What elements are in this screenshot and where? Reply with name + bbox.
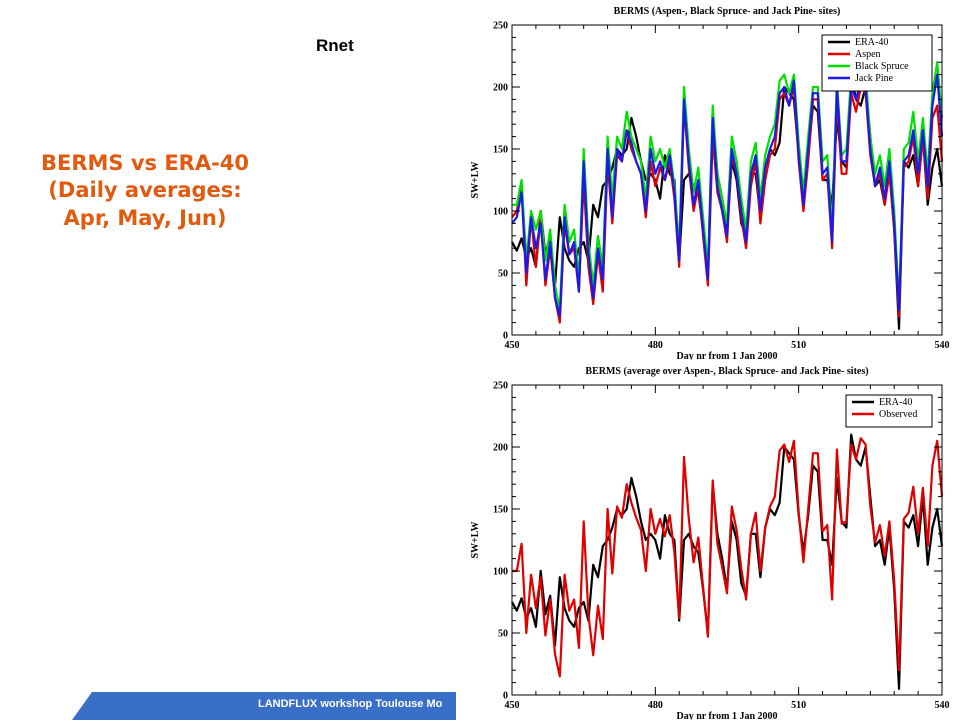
- chart1-legend-label: ERA-40: [855, 37, 888, 48]
- chart2-series-line-era-40: [511, 433, 944, 690]
- chart1-title: BERMS (Aspen-, Black Spruce- and Jack Pi…: [614, 6, 841, 17]
- chart2-xtick-label: 480: [648, 700, 663, 711]
- chart1-ytick-label: 200: [493, 83, 508, 94]
- chart-sites-svg: BERMS (Aspen-, Black Spruce- and Jack Pi…: [470, 6, 950, 362]
- slide-title-line-3: Apr, May, Jun): [63, 205, 227, 230]
- chart1-ylabel: SW+LW: [470, 161, 481, 198]
- slide-title-line-1: BERMS vs ERA-40: [40, 151, 250, 175]
- chart1-legend-box: [821, 34, 933, 92]
- chart2-ylabel: SW+LW: [470, 521, 481, 558]
- chart2-ytick-label: 150: [493, 505, 508, 516]
- chart2-title: BERMS (average over Aspen-, Black Spruce…: [585, 366, 868, 377]
- chart1-xtick-label: 450: [505, 340, 520, 351]
- chart1-ytick-label: 100: [493, 207, 508, 218]
- chart2-legend-box: [845, 394, 933, 428]
- slide-title: BERMS vs ERA-40 (Daily averages: Apr, Ma…: [20, 150, 270, 232]
- rnet-label: Rnet: [316, 36, 354, 55]
- chart2-xtick-label: 540: [935, 700, 950, 711]
- chart2-plot-frame: [511, 384, 943, 696]
- chart2-xtick-label: 450: [505, 700, 520, 711]
- chart-average: BERMS (average over Aspen-, Black Spruce…: [456, 360, 960, 722]
- chart-sites: BERMS (Aspen-, Black Spruce- and Jack Pi…: [456, 0, 960, 362]
- chart-average-svg: BERMS (average over Aspen-, Black Spruce…: [470, 366, 950, 722]
- chart2-xtick-label: 510: [791, 700, 806, 711]
- chart1-xlabel: Day nr from 1 Jan 2000: [676, 351, 777, 360]
- chart2-ytick-label: 250: [493, 381, 508, 392]
- chart2-xlabel: Day nr from 1 Jan 2000: [676, 711, 777, 720]
- chart1-xtick-label: 480: [648, 340, 663, 351]
- chart1-legend-label: Black Spruce: [855, 61, 909, 72]
- chart2-ytick-label: 200: [493, 443, 508, 454]
- chart1-xtick-label: 510: [791, 340, 806, 351]
- footer-text: LANDFLUX workshop Toulouse Mo: [258, 698, 443, 710]
- chart2-ytick-label: 0: [503, 691, 508, 702]
- chart1-legend-label: Aspen: [855, 49, 881, 60]
- chart2-ytick-label: 50: [498, 629, 508, 640]
- chart2-legend-label: ERA-40: [879, 397, 912, 408]
- slide-title-line-2: (Daily averages:: [48, 178, 242, 203]
- chart1-series-line-jack-pine: [511, 73, 944, 318]
- chart1-ytick-label: 250: [493, 21, 508, 32]
- chart1-ytick-label: 50: [498, 269, 508, 280]
- chart1-ytick-label: 0: [503, 331, 508, 342]
- chart1-series-line-era-40: [511, 73, 944, 330]
- chart2-ytick-label: 100: [493, 567, 508, 578]
- chart2-legend-label: Observed: [879, 409, 917, 420]
- chart1-ytick-label: 150: [493, 145, 508, 156]
- chart1-xtick-label: 540: [935, 340, 950, 351]
- chart2-series-line-observed: [512, 437, 944, 678]
- chart1-legend-label: Jack Pine: [855, 73, 894, 84]
